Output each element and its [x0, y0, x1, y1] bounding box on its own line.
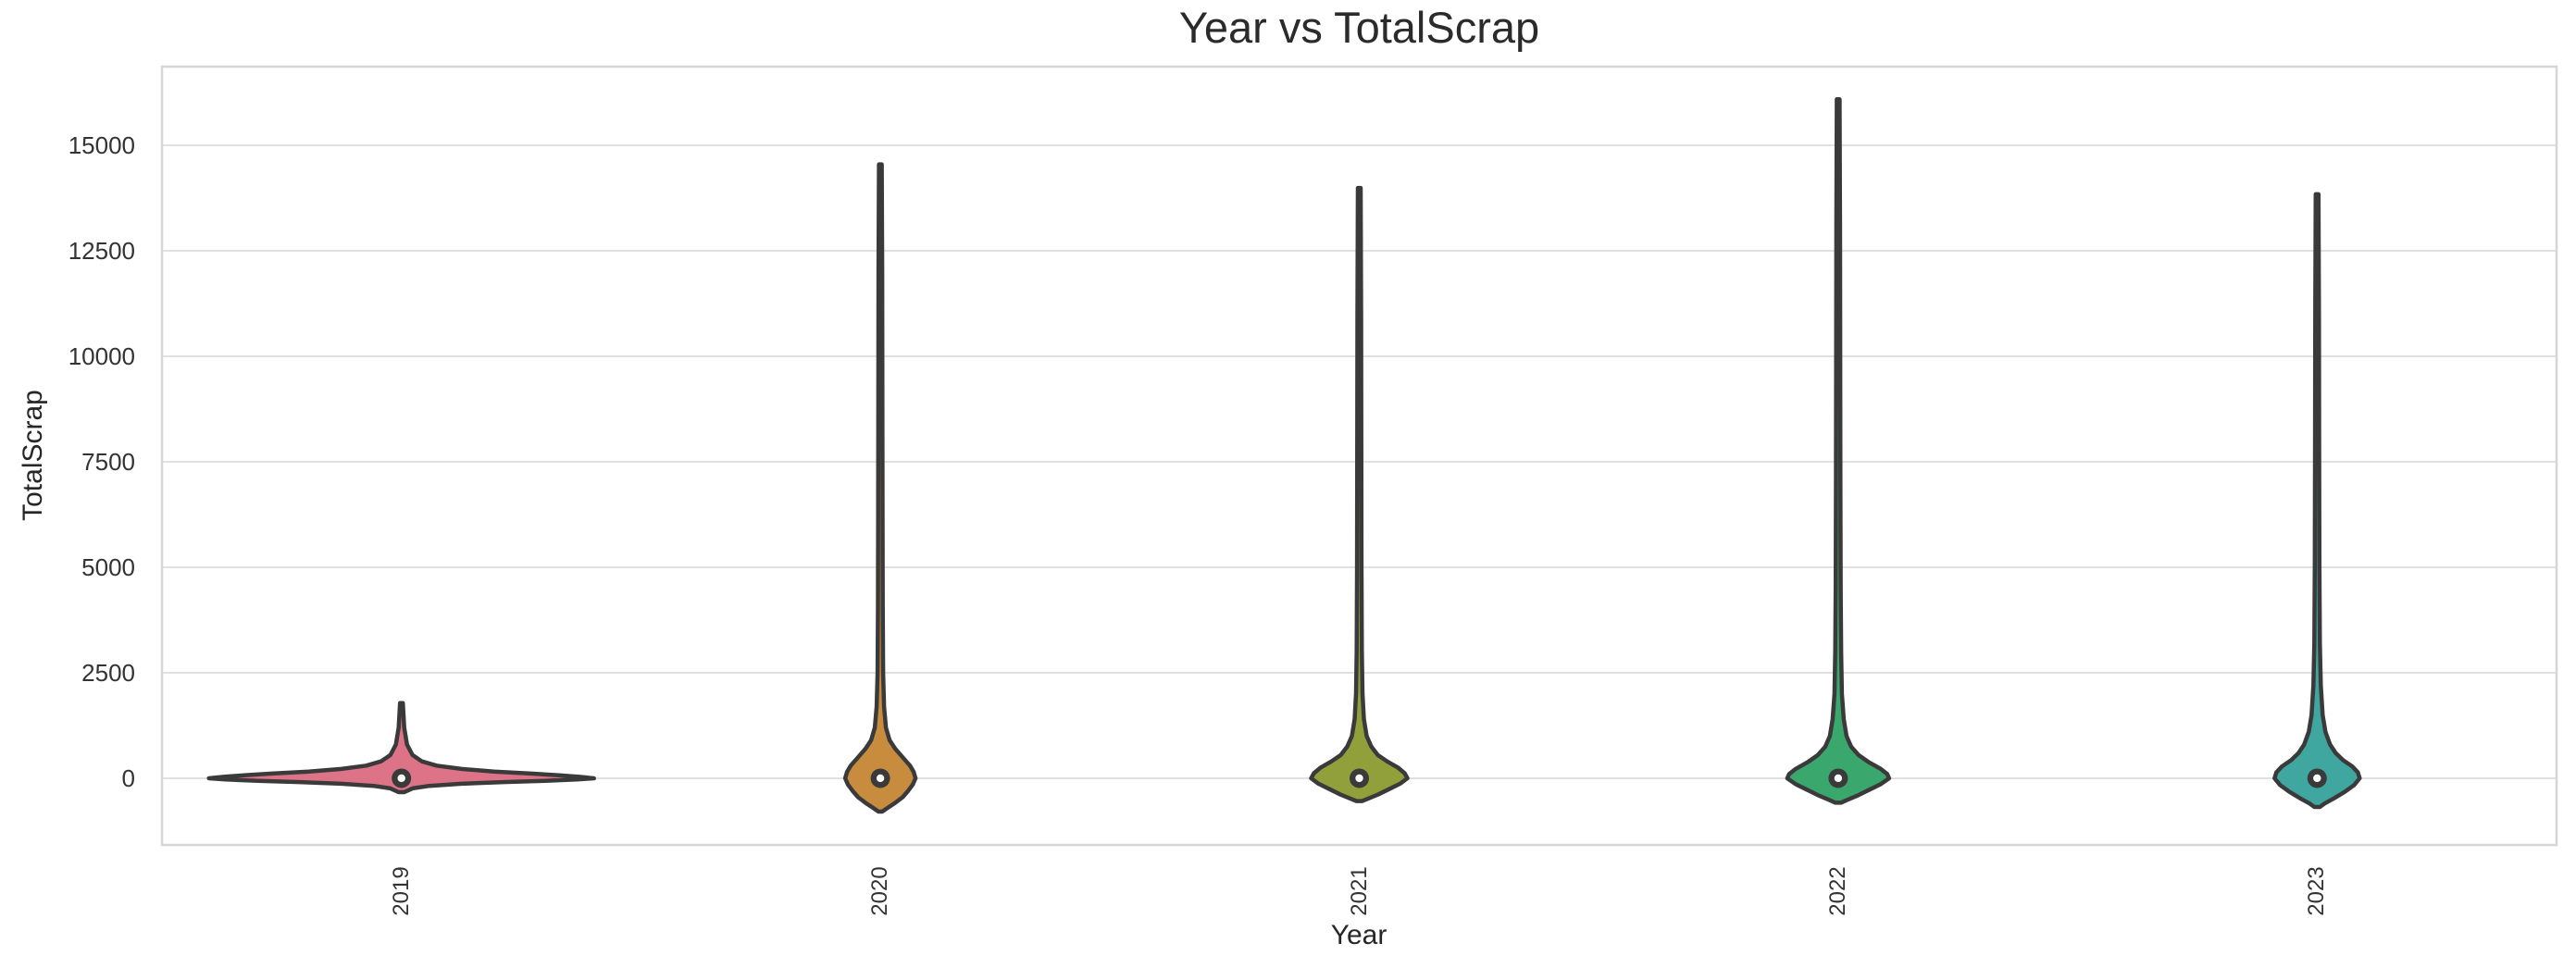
violin-2019	[206, 701, 596, 795]
y-tick-label-5000: 5000	[81, 552, 135, 581]
x-tick-label-2020: 2020	[867, 866, 893, 916]
chart-title: Year vs TotalScrap	[1178, 3, 1540, 52]
violin-2020	[842, 162, 918, 814]
x-tick-label-2023: 2023	[2304, 866, 2330, 916]
y-tick-label-10000: 10000	[68, 342, 135, 370]
median-dot-2023	[2313, 774, 2321, 783]
median-dot-2021	[1355, 774, 1363, 783]
y-tick-label-2500: 2500	[81, 658, 135, 687]
median-dot-2019	[397, 774, 405, 783]
x-axis-label: Year	[1330, 920, 1388, 950]
violin-2022	[1785, 97, 1892, 805]
x-tick-label-2019: 2019	[388, 866, 414, 916]
x-tick-label-2021: 2021	[1346, 866, 1372, 916]
violin-2023	[2272, 192, 2362, 810]
y-tick-label-15000: 15000	[68, 131, 135, 160]
y-tick-label-0: 0	[121, 763, 135, 792]
median-dot-2022	[1834, 774, 1843, 783]
violin-2021	[1309, 185, 1410, 803]
axes-spines	[160, 65, 2558, 847]
y-tick-label-12500: 12500	[68, 237, 135, 266]
y-tick-label-7500: 7500	[81, 447, 135, 476]
x-tick-label-2022: 2022	[1824, 866, 1850, 916]
median-dot-2020	[876, 774, 885, 783]
